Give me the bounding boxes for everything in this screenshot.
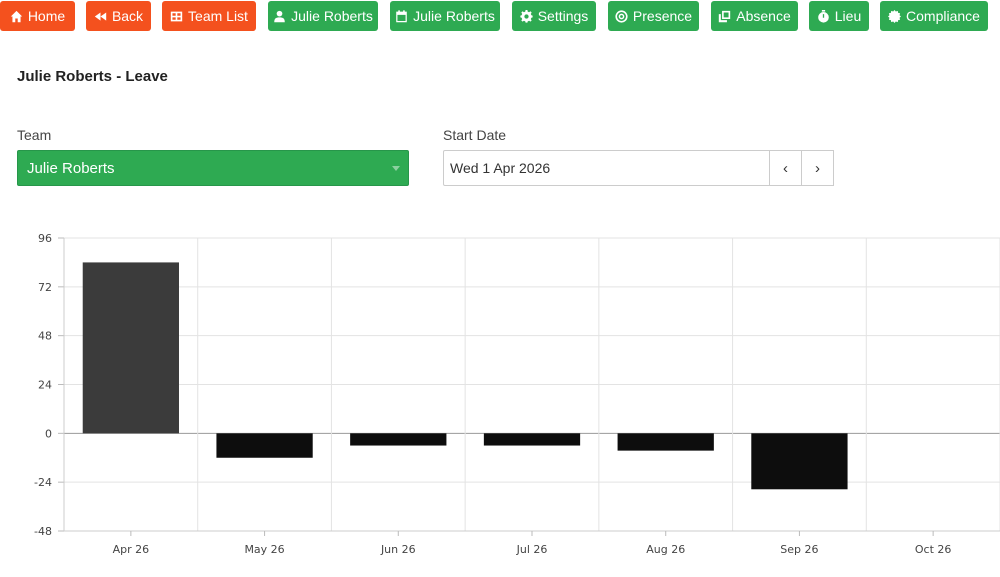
target-icon (615, 9, 628, 23)
calendar-icon (396, 9, 407, 22)
next-date-button[interactable]: › (801, 150, 834, 186)
team-list-button-label: Team List (188, 8, 248, 24)
back-button[interactable]: Back (86, 1, 151, 31)
y-tick-label: 48 (38, 330, 52, 343)
compliance-button[interactable]: Compliance (880, 1, 988, 31)
gear-icon (520, 9, 533, 23)
table-icon (170, 11, 183, 21)
home-button-label: Home (27, 8, 66, 24)
presence-button-label: Presence (632, 8, 693, 24)
x-tick-label: Aug 26 (646, 543, 685, 556)
bar (617, 433, 714, 451)
chevron-left-icon: ‹ (783, 159, 788, 177)
chevron-right-icon: › (815, 159, 820, 177)
back-button-label: Back (111, 8, 144, 24)
calendar-button-label: Julie Roberts (413, 8, 495, 24)
team-select[interactable]: Julie Roberts (17, 150, 409, 186)
start-date-value: Wed 1 Apr 2026 (450, 160, 551, 176)
user-icon (274, 10, 285, 22)
y-tick-label: 24 (38, 379, 52, 392)
prev-date-button[interactable]: ‹ (769, 150, 802, 186)
profile-button[interactable]: Julie Roberts (268, 1, 378, 31)
lieu-button-label: Lieu (834, 8, 862, 24)
team-list-button[interactable]: Team List (162, 1, 256, 31)
x-tick-label: Oct 26 (915, 543, 952, 556)
bar (350, 433, 447, 446)
y-tick-label: 72 (38, 281, 52, 294)
clone-icon (719, 10, 731, 22)
bar (216, 433, 313, 458)
leave-bar-chart: 96 72 48 24 0 -24 -48 Apr 26 May 26 Jun 26 Jul 26 A… (34, 232, 1000, 556)
x-tick-label: Jul 26 (516, 543, 548, 556)
page-title: Julie Roberts - Leave (17, 68, 168, 85)
start-date-input[interactable]: Wed 1 Apr 2026 (443, 150, 770, 186)
team-select-value: Julie Roberts (27, 159, 115, 177)
calendar-button[interactable]: Julie Roberts (390, 1, 500, 31)
y-tick-label: -24 (34, 476, 52, 489)
x-tick-label: Sep 26 (780, 543, 818, 556)
absence-button-label: Absence (736, 8, 791, 24)
bar (483, 433, 581, 446)
settings-button-label: Settings (537, 8, 589, 24)
settings-button[interactable]: Settings (512, 1, 596, 31)
stopwatch-icon (817, 9, 829, 23)
y-tick-label: -48 (34, 525, 52, 538)
backward-icon (94, 11, 107, 21)
start-date-label: Start Date (443, 127, 507, 143)
y-tick-label: 96 (38, 232, 52, 245)
lieu-button[interactable]: Lieu (809, 1, 869, 31)
compliance-button-label: Compliance (906, 8, 980, 24)
profile-button-label: Julie Roberts (291, 8, 373, 24)
certificate-icon (888, 9, 902, 23)
y-tick-label: 0 (45, 427, 52, 440)
absence-button[interactable]: Absence (711, 1, 798, 31)
bar (82, 262, 179, 434)
top-nav: Home Back Team List Julie Roberts Julie … (0, 0, 1000, 32)
home-icon (10, 10, 22, 22)
x-tick-label: May 26 (244, 543, 284, 556)
bar (751, 433, 848, 490)
presence-button[interactable]: Presence (608, 1, 699, 31)
chevron-down-icon (392, 166, 400, 171)
x-tick-label: Jun 26 (380, 543, 416, 556)
x-tick-label: Apr 26 (113, 543, 150, 556)
home-button[interactable]: Home (0, 1, 75, 31)
team-label: Team (17, 127, 52, 143)
